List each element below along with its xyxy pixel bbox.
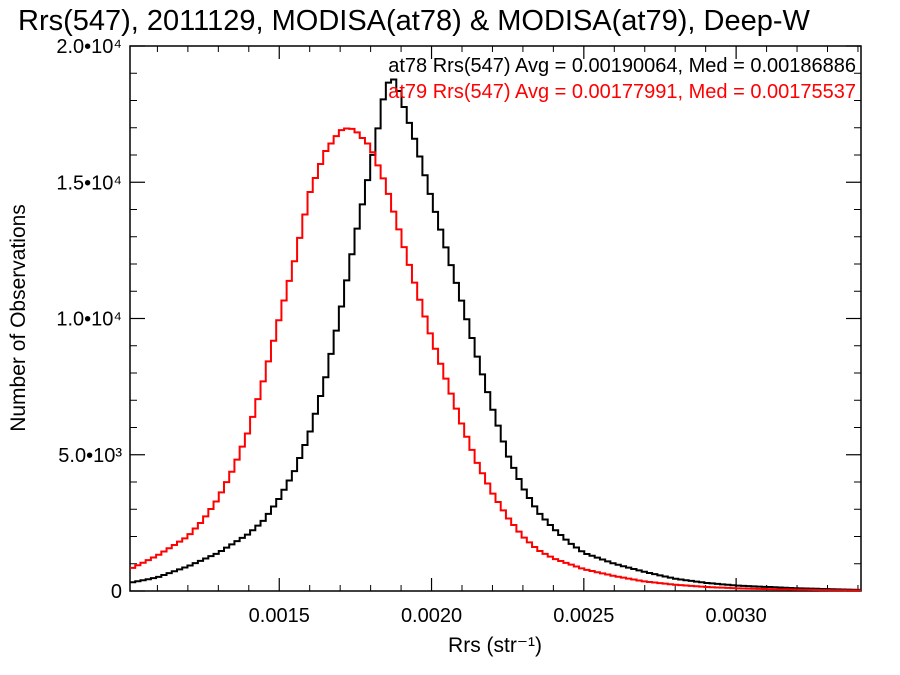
x-axis-label: Rrs (str⁻¹) (448, 634, 542, 657)
series-line-at78 (130, 78, 861, 591)
y-axis-label: Number of Observations (7, 204, 30, 432)
y-tick-label: 2.0•10⁴ (56, 36, 122, 58)
x-tick-label: 0.0020 (401, 605, 462, 627)
plot-frame (129, 45, 862, 592)
y-tick-label: 0 (111, 581, 122, 603)
legend-entry-at78: at78 Rrs(547) Avg = 0.00190064, Med = 0.… (388, 55, 856, 77)
y-axis-ticks: 0 5.0•10³ 1.0•10⁴ 1.5•10⁴ 2.0•10⁴ (56, 36, 861, 603)
x-tick-label: 0.0030 (706, 605, 767, 627)
x-tick-label: 0.0015 (249, 605, 310, 627)
legend-entry-at79: at79 Rrs(547) Avg = 0.00177991, Med = 0.… (388, 81, 856, 103)
series-line-at79 (130, 127, 861, 592)
legend: at78 Rrs(547) Avg = 0.00190064, Med = 0.… (388, 55, 856, 103)
series-lines (130, 78, 861, 592)
x-tick-label: 0.0025 (553, 605, 614, 627)
y-tick-label: 5.0•10³ (58, 445, 122, 467)
x-axis-ticks: 0.0015 0.0020 0.0025 0.0030 (156, 46, 859, 627)
y-tick-label: 1.0•10⁴ (56, 309, 122, 331)
y-tick-label: 1.5•10⁴ (56, 172, 122, 194)
chart-title: Rrs(547), 2011129, MODISA(at78) & MODISA… (18, 5, 810, 37)
